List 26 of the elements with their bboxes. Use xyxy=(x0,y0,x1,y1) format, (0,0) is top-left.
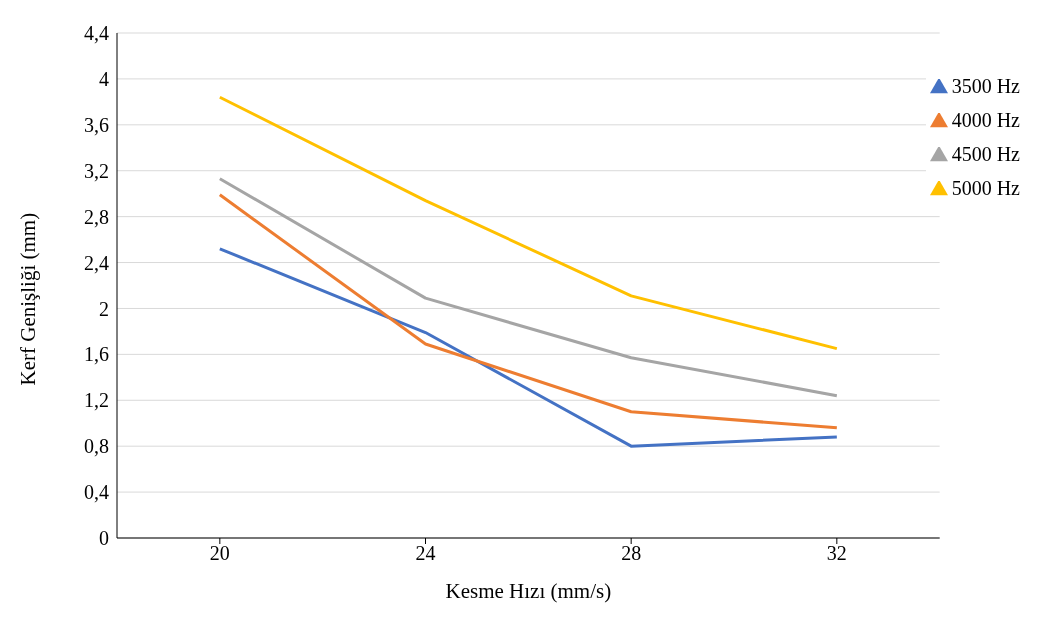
legend-label: 4500 Hz xyxy=(951,143,1020,165)
line-series xyxy=(218,95,839,351)
y-tick-label: 1,2 xyxy=(84,389,109,412)
line-series xyxy=(218,177,839,398)
x-tick-label: 24 xyxy=(415,542,436,565)
legend-label: 5000 Hz xyxy=(951,177,1020,199)
x-tick-label: 20 xyxy=(209,542,230,565)
x-tick-label: 32 xyxy=(826,542,847,565)
y-tick-label: 0,8 xyxy=(84,435,109,458)
y-tick-label: 2 xyxy=(99,297,109,320)
line-series xyxy=(218,193,839,430)
y-tick-label: 3,2 xyxy=(84,159,109,182)
x-tick-label: 28 xyxy=(621,542,642,565)
y-axis-title: Kerf Genişliği (mm) xyxy=(16,212,41,386)
y-tick-label: 4,4 xyxy=(84,22,109,45)
y-tick-label: 0,4 xyxy=(84,481,109,504)
line-series xyxy=(218,247,839,448)
y-tick-label: 2,4 xyxy=(84,251,109,274)
legend-label: 4000 Hz xyxy=(951,109,1020,131)
x-axis-title: Kesme Hızı (mm/s) xyxy=(445,579,612,603)
y-tick-label: 0 xyxy=(99,527,109,550)
y-tick-label: 2,8 xyxy=(84,205,109,228)
y-tick-label: 1,6 xyxy=(84,343,109,366)
y-tick-label: 3,6 xyxy=(84,113,109,136)
y-tick-label: 4 xyxy=(99,68,109,91)
legend-label: 3500 Hz xyxy=(951,75,1020,97)
